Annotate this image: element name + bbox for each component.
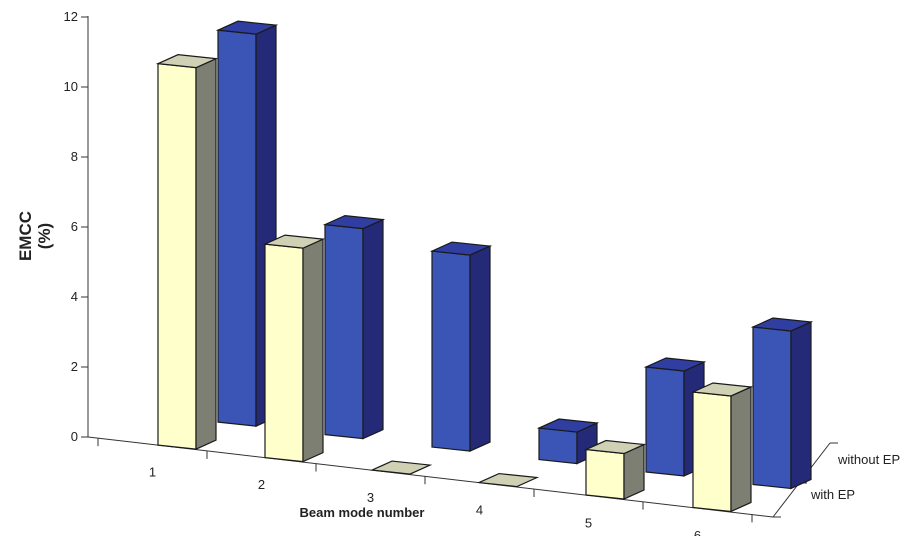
bar-with-ep-5	[583, 439, 647, 500]
bar-top	[476, 472, 540, 488]
bar-side	[362, 218, 384, 440]
bar-with-ep-2	[262, 234, 326, 463]
y-tick-label: 10	[64, 79, 78, 94]
bar-without-ep-4	[536, 418, 600, 465]
x-tick-label: 4	[476, 503, 483, 518]
y-tick-label: 0	[71, 429, 78, 444]
bar-front	[157, 62, 197, 450]
bar-top	[583, 439, 647, 455]
y-ticks: 0 2 4 6 8 10 12	[64, 9, 88, 444]
depth-label-without-ep: without EP	[837, 452, 900, 467]
x-tick-label: 1	[149, 465, 156, 480]
y-tick-label: 8	[71, 149, 78, 164]
bar-top	[322, 214, 386, 230]
bar-top	[536, 418, 600, 433]
x-tick-label: 5	[585, 515, 592, 530]
bar-without-ep-2	[322, 214, 386, 440]
bar-side	[790, 321, 812, 490]
bar-top	[750, 317, 814, 332]
bar-with-ep-1	[155, 54, 219, 451]
bar-top	[643, 357, 707, 372]
x-tick-label: 2	[258, 477, 265, 492]
bar-front	[538, 427, 578, 465]
bar-top	[215, 20, 279, 35]
bar-top	[155, 54, 219, 69]
y-tick-label: 6	[71, 219, 78, 234]
bar-with-ep-3	[369, 460, 433, 475]
bar-front	[752, 326, 792, 490]
bar-side	[469, 245, 491, 453]
bar-front	[645, 366, 685, 477]
bar-with-ep-4	[476, 472, 540, 488]
y-tick-label: 2	[71, 359, 78, 374]
bar-front	[217, 29, 257, 427]
depth-label-with-ep: with EP	[810, 487, 855, 502]
x-axis-line	[87, 436, 774, 518]
y-tick-label: 4	[71, 289, 78, 304]
bar-top	[429, 241, 493, 256]
bar-front	[324, 223, 364, 440]
bar-side	[302, 238, 324, 463]
bar-without-ep-3	[429, 241, 493, 453]
bar-with-ep-6	[690, 382, 754, 513]
bar-top	[262, 234, 326, 249]
bar-top	[690, 382, 754, 397]
x-axis-title: Beam mode number	[300, 505, 425, 520]
x-tick-label: 3	[367, 490, 374, 505]
bar-front	[692, 391, 732, 513]
bar-front	[264, 243, 304, 463]
bar-side	[730, 386, 752, 513]
labels: EMCC (%) Beam mode number without EP wit…	[16, 211, 900, 520]
x-tick-label: 6	[694, 528, 701, 536]
bar-top	[369, 460, 433, 475]
bar-side	[195, 57, 217, 451]
y-axis-title: EMCC	[16, 211, 35, 261]
bar-front	[585, 448, 625, 500]
bar-without-ep-6	[750, 317, 814, 490]
y-tick-label: 12	[64, 9, 78, 24]
y-axis-unit: (%)	[35, 223, 54, 249]
bar-front	[431, 250, 471, 452]
x-ticks: 1 2 3 4 5 6	[97, 438, 753, 536]
bars	[155, 20, 814, 513]
